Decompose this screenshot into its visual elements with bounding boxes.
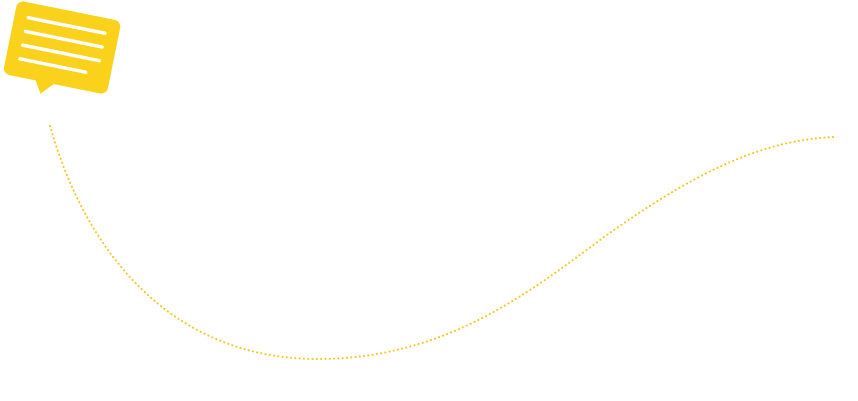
note-line: [23, 29, 104, 49]
speech-bubble-note-icon: [3, 1, 121, 94]
note-line: [21, 43, 101, 63]
note-tail: [35, 79, 55, 94]
note-lines: [18, 15, 107, 74]
note-body: [3, 1, 121, 94]
note-line: [26, 15, 107, 35]
dotted-path: [49, 125, 835, 361]
note-line: [18, 57, 88, 74]
